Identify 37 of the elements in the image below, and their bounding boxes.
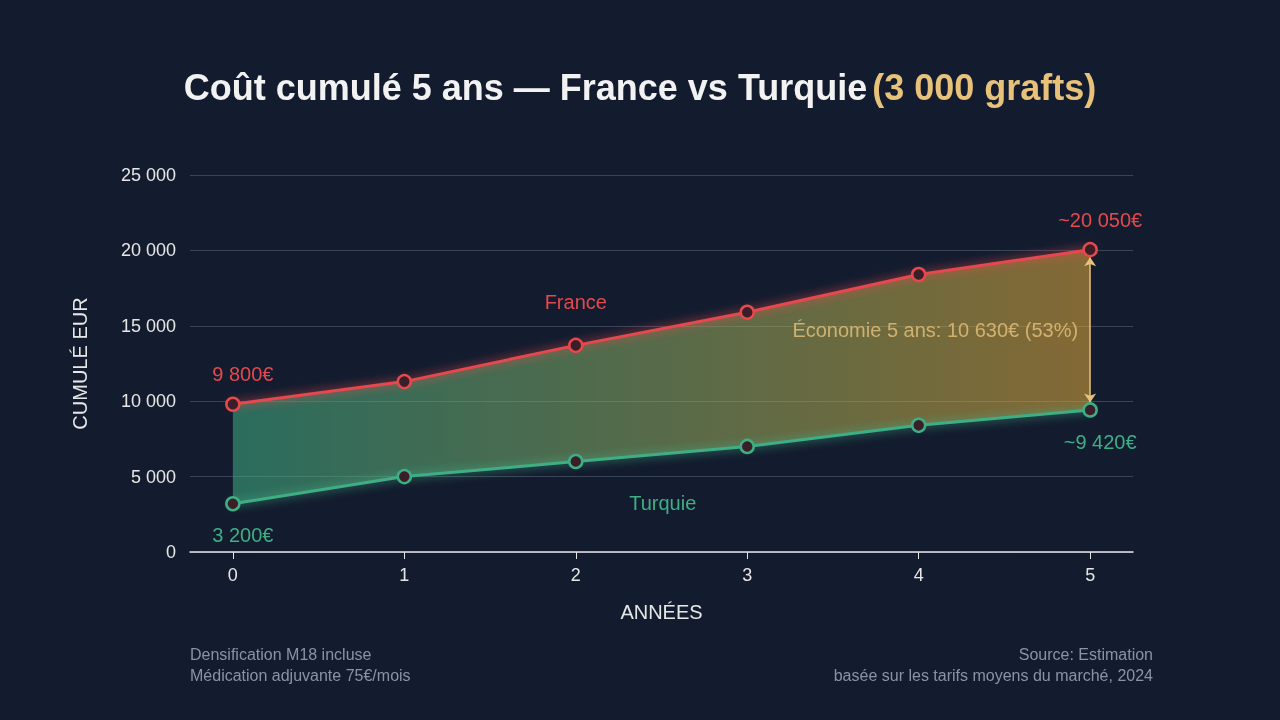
point: [910, 417, 927, 434]
point: [225, 496, 241, 512]
data-label: 3 200€: [212, 524, 274, 547]
point: [568, 337, 584, 354]
point: [396, 373, 413, 390]
series-label: Turquie: [629, 492, 697, 515]
x-tick-label: 5: [1085, 565, 1096, 585]
x-tick-label: 0: [227, 565, 238, 585]
annotation: Économie 5 ans: 10 630€ (53%): [792, 318, 1079, 341]
chart-title: Coût cumulé 5 ans — France vs Turquie: [183, 66, 868, 108]
point: [739, 438, 755, 455]
x-tick-label: 1: [399, 565, 410, 585]
y-tick-label: 0: [165, 542, 176, 562]
point: [568, 453, 584, 470]
point: [910, 266, 927, 283]
point: [1082, 402, 1098, 418]
point: [1082, 241, 1098, 258]
y-tick-label: 20 000: [120, 240, 176, 261]
y-tick-label: 10 000: [120, 391, 176, 412]
data-label: ~20 050€: [1058, 208, 1143, 231]
data-label: 9 800€: [212, 363, 274, 386]
y-tick-label: 5 000: [130, 466, 176, 487]
y-tick-label: 15 000: [120, 315, 176, 336]
point: [739, 304, 755, 320]
series-label: France: [544, 290, 607, 313]
x-tick-label: 2: [570, 565, 581, 585]
data-label: ~9 420€: [1063, 430, 1137, 453]
source-note: Source: Estimation basée sur les tarifs moyens du marché, 2024: [833, 646, 1154, 684]
x-tick-label: 3: [742, 565, 753, 585]
x-axis-title: ANNÉES: [620, 601, 703, 623]
text: Densification M18 incluse Médication adjuvante 75€/mois: [190, 646, 411, 684]
chart-subtitle: (3 000 grafts): [872, 66, 1097, 108]
y-tick-label: 25 000: [120, 165, 176, 185]
y-axis-title: CUMULÉ EUR: [69, 297, 91, 430]
x-tick-label: 4: [913, 565, 924, 585]
point: [396, 468, 413, 485]
point: [225, 396, 241, 412]
